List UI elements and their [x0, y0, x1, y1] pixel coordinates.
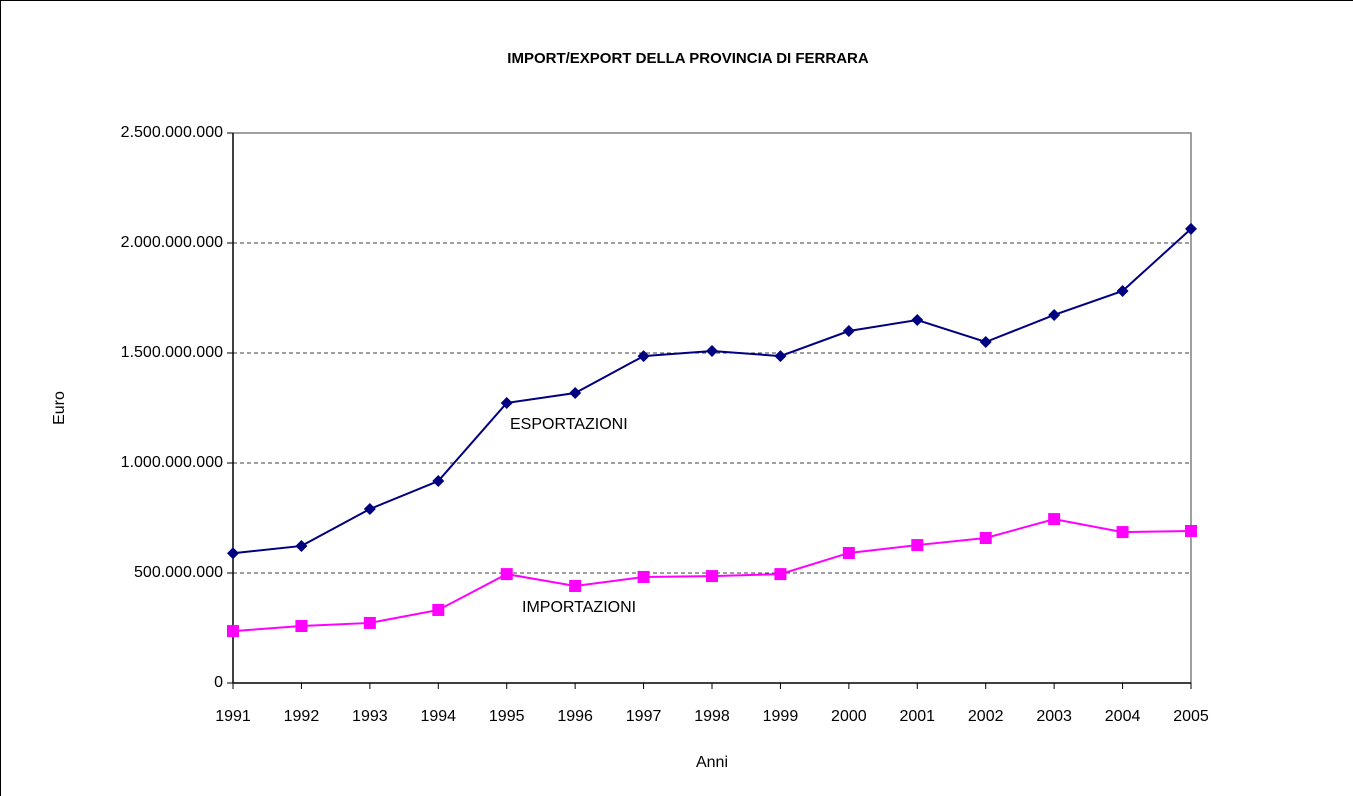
marker — [1116, 526, 1129, 539]
marker — [706, 345, 718, 358]
marker — [774, 350, 787, 363]
x-tick-label: 1997 — [626, 708, 662, 725]
marker — [500, 396, 513, 409]
marker — [1185, 524, 1197, 537]
marker — [432, 475, 445, 488]
x-tick-label: 2004 — [1105, 708, 1141, 725]
x-axis-label: Anni — [696, 754, 728, 771]
marker — [1116, 284, 1129, 297]
marker — [1048, 308, 1061, 321]
y-tick-label: 0 — [214, 674, 223, 691]
marker — [227, 547, 239, 560]
marker — [706, 570, 718, 583]
marker — [842, 325, 855, 337]
y-tick-label: 2.500.000.000 — [121, 124, 223, 141]
x-tick-label: 2000 — [831, 708, 867, 725]
marker — [637, 350, 650, 363]
marker — [1185, 222, 1197, 235]
y-tick-label: 2.000.000.000 — [121, 234, 223, 251]
x-tick-label: 1991 — [215, 708, 251, 725]
marker — [432, 603, 445, 616]
marker — [911, 539, 924, 552]
x-tick-label: 1992 — [284, 708, 320, 725]
marker — [363, 616, 376, 629]
x-tick-label: 2002 — [968, 708, 1004, 725]
x-tick-label: 1994 — [420, 708, 456, 725]
marker — [295, 620, 308, 633]
marker — [979, 532, 992, 545]
x-tick-label: 2003 — [1036, 708, 1072, 725]
plot-border — [233, 132, 1192, 683]
marker — [637, 570, 650, 583]
marker — [1048, 513, 1061, 526]
x-tick-label: 1998 — [694, 708, 730, 725]
x-tick-label: 2001 — [899, 708, 935, 725]
x-tick-label: 1993 — [352, 708, 388, 725]
marker — [842, 546, 855, 559]
marker — [295, 539, 308, 552]
x-tick-label: 1995 — [489, 708, 525, 725]
y-tick-label: 1.000.000.000 — [121, 454, 223, 471]
marker — [227, 625, 239, 638]
marker — [500, 568, 513, 581]
marker — [363, 502, 376, 515]
marker — [569, 387, 582, 400]
series-label: IMPORTAZIONI — [522, 599, 636, 616]
marker — [911, 314, 924, 326]
y-tick-label: 1.500.000.000 — [121, 344, 223, 361]
marker — [774, 568, 787, 581]
x-tick-label: 1996 — [557, 708, 593, 725]
marker — [979, 336, 992, 348]
series-label: ESPORTAZIONI — [510, 416, 628, 433]
marker — [569, 579, 582, 592]
chart-title: IMPORT/EXPORT DELLA PROVINCIA DI FERRARA — [507, 50, 869, 67]
y-tick-label: 500.000.000 — [134, 564, 223, 581]
x-tick-label: 2005 — [1173, 708, 1209, 725]
y-axis-label: Euro — [51, 391, 68, 425]
x-tick-label: 1999 — [763, 708, 799, 725]
